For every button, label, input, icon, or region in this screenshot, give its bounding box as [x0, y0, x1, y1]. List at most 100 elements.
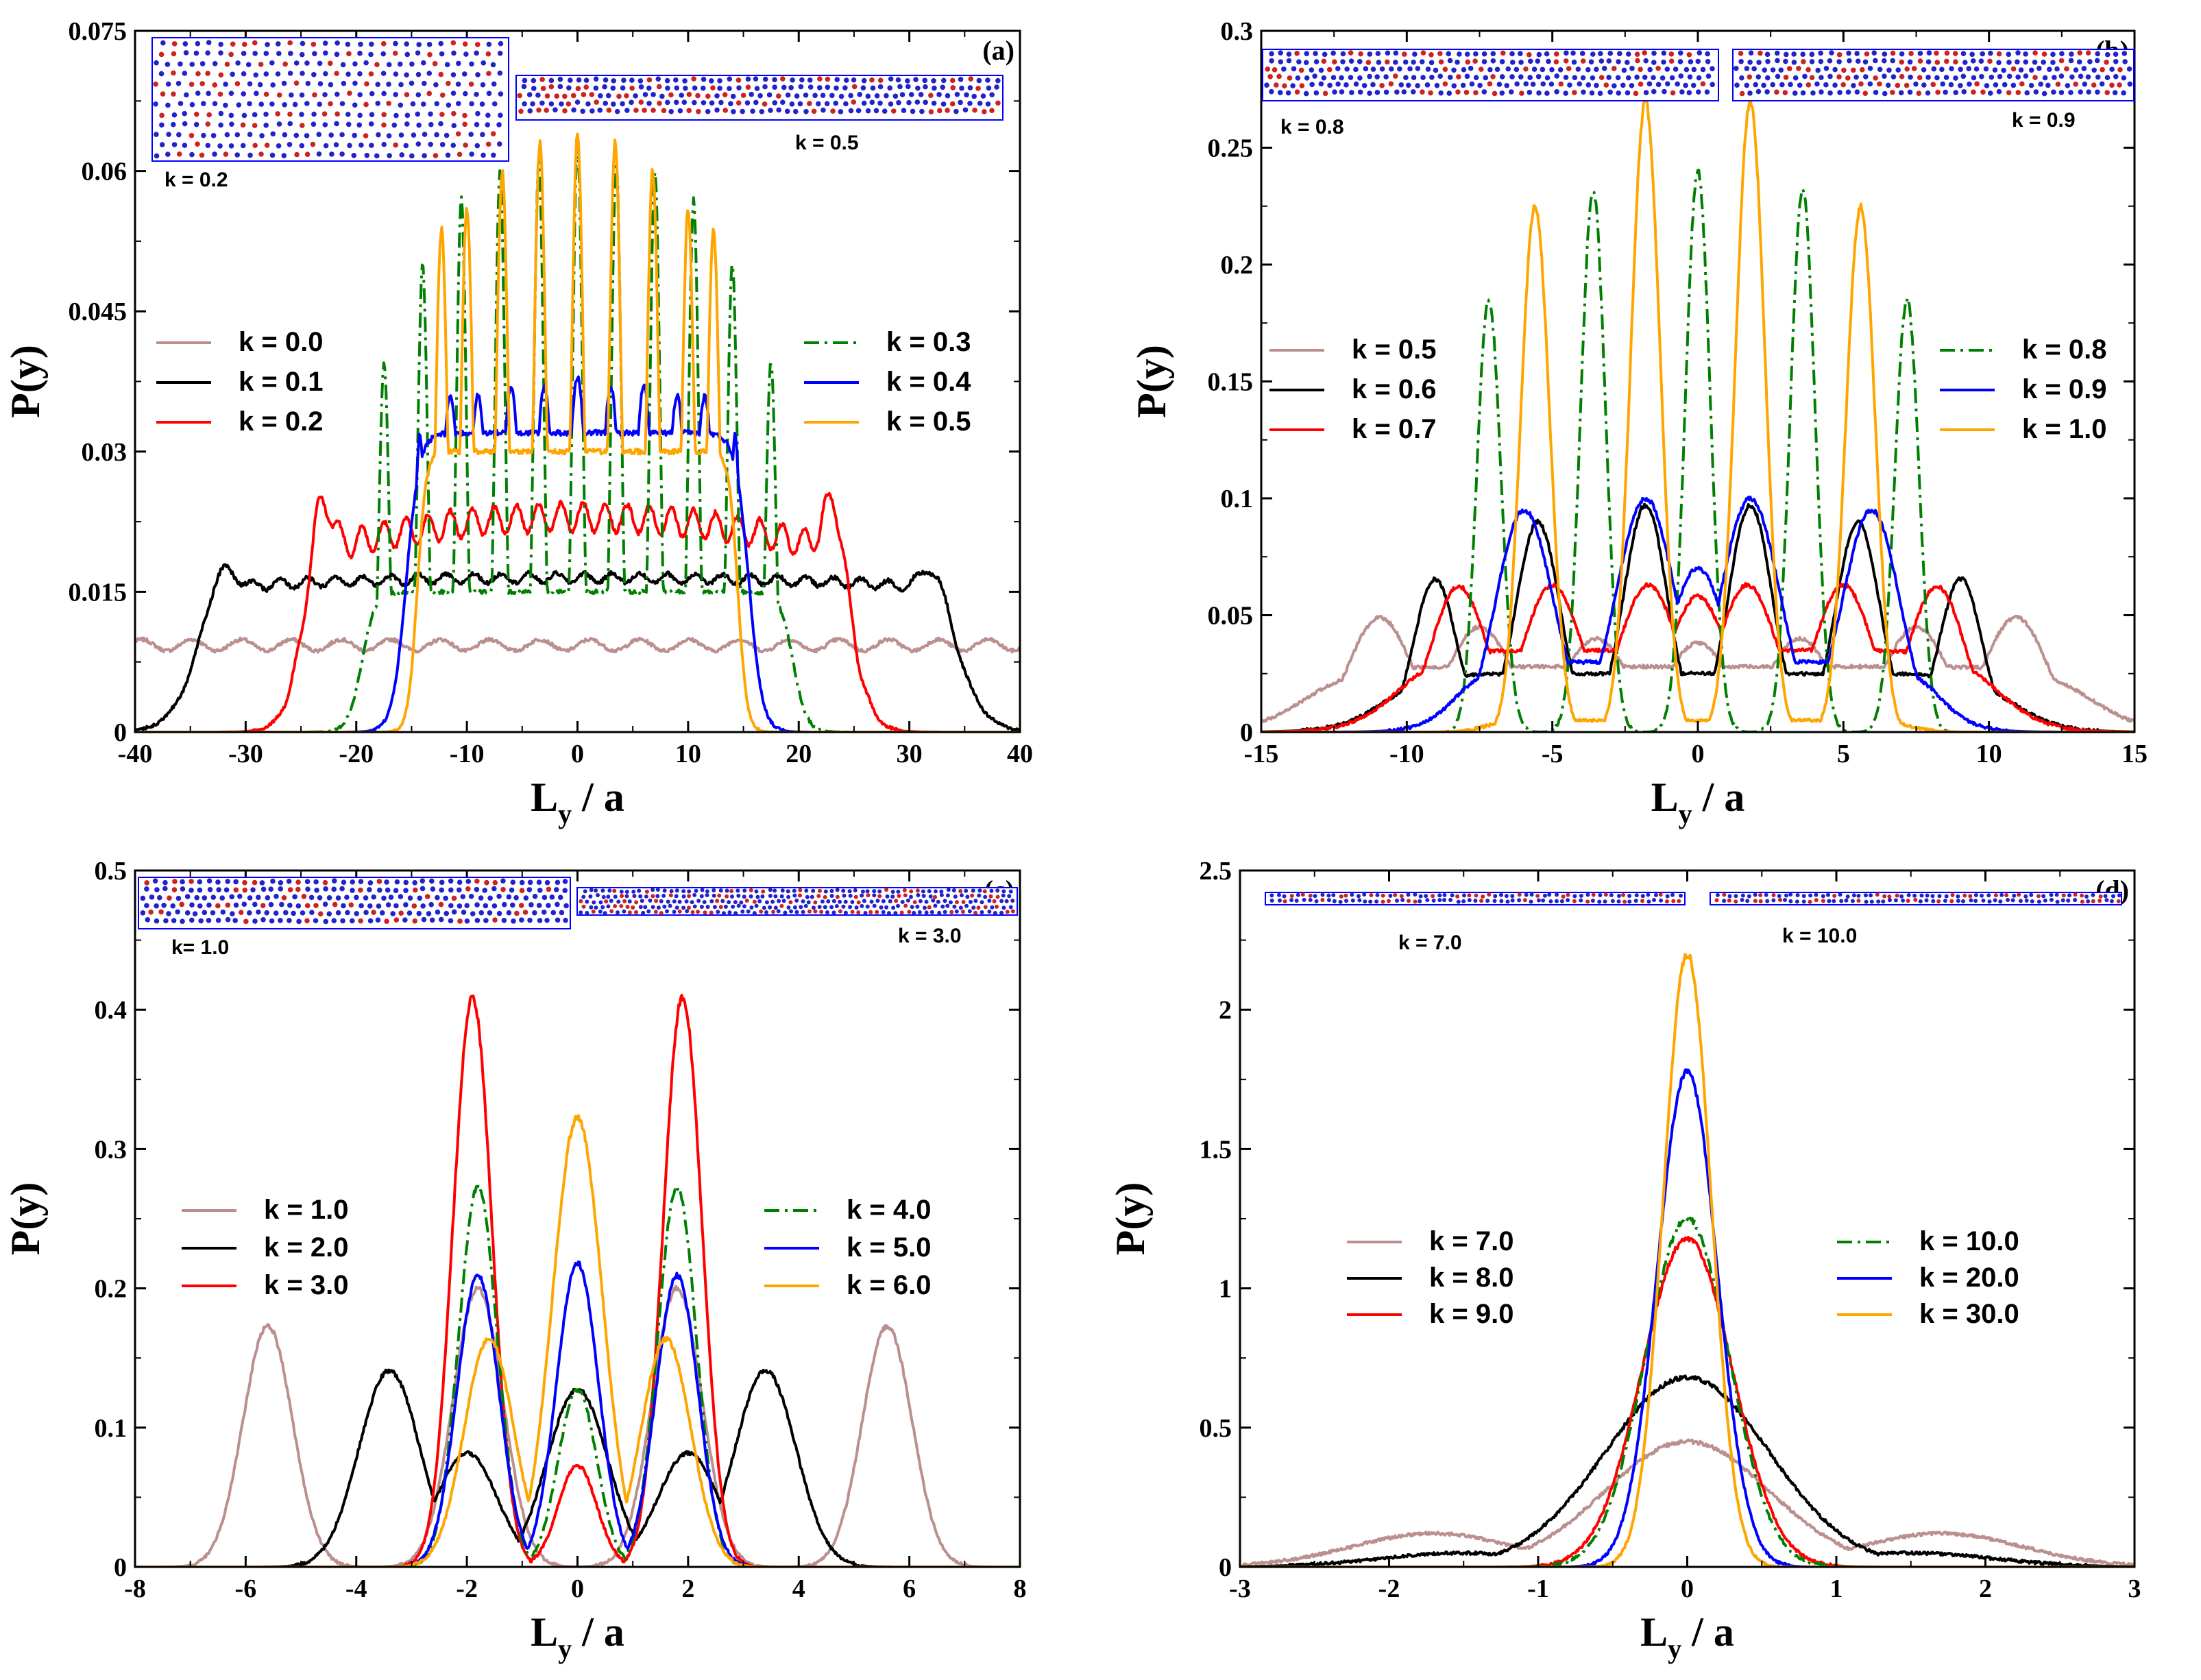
y-tick-label: 0.015: [69, 578, 127, 607]
inset-label: k = 0.8: [1280, 116, 1344, 138]
x-tick-label: -3: [1229, 1574, 1251, 1603]
x-tick-label: -2: [1378, 1574, 1400, 1603]
x-tick-label: -30: [228, 740, 263, 768]
y-tick-label: 0.2: [1221, 251, 1254, 280]
legend-label: k = 1.0: [264, 1195, 348, 1225]
y-tick-label: 0.03: [82, 438, 127, 467]
legend-label: k = 8.0: [1429, 1263, 1513, 1293]
series-line: [1261, 582, 2135, 732]
inset-label: k = 0.5: [795, 132, 859, 154]
legend-label: k = 10.0: [1919, 1226, 2019, 1256]
y-tick-label: 2: [1219, 996, 1232, 1025]
y-tick-label: 0.4: [95, 996, 127, 1025]
y-tick-label: 0.075: [69, 17, 127, 46]
x-tick-label: 5: [1837, 740, 1850, 768]
legend-label: k = 0.3: [886, 327, 971, 357]
y-tick-label: 0.1: [1221, 485, 1254, 513]
legend-label: k = 30.0: [1919, 1299, 2019, 1329]
series-line: [1240, 1217, 2135, 1567]
legend-label: k = 20.0: [1919, 1263, 2019, 1293]
x-tick-label: -10: [450, 740, 485, 768]
inset-snapshot: [576, 887, 1018, 916]
x-tick-label: 2: [1979, 1574, 1992, 1603]
series-line: [135, 563, 1020, 732]
legend-label: k = 6.0: [847, 1270, 931, 1300]
x-axis-title: Ly / a: [531, 1609, 624, 1664]
x-tick-label: -5: [1542, 740, 1564, 768]
y-tick-label: 0.15: [1208, 368, 1254, 397]
x-tick-label: 0: [1681, 1574, 1694, 1603]
x-tick-label: 10: [675, 740, 701, 768]
series-line: [135, 1114, 1020, 1567]
inset-snapshot: [1262, 49, 1719, 101]
x-tick-label: 30: [897, 740, 923, 768]
x-tick-label: 20: [786, 740, 812, 768]
series-line: [135, 993, 1020, 1567]
series-line: [135, 375, 1020, 732]
y-axis-title: P(y): [3, 345, 48, 418]
series-line: [1240, 1438, 2135, 1567]
y-tick-label: 0: [114, 1553, 127, 1582]
x-tick-label: 4: [792, 1574, 805, 1603]
series-line: [135, 491, 1020, 732]
inset-label: k = 10.0: [1782, 925, 1857, 947]
x-tick-label: 6: [903, 1574, 916, 1603]
y-tick-label: 0.05: [1208, 602, 1254, 631]
y-tick-label: 0: [1240, 718, 1253, 747]
y-tick-label: 1.5: [1200, 1135, 1232, 1164]
series-line: [1240, 1374, 2135, 1567]
y-tick-label: 0.045: [69, 297, 127, 326]
inset-label: k= 1.0: [171, 936, 229, 959]
y-tick-label: 0.2: [95, 1275, 127, 1304]
x-tick-label: 0: [571, 1574, 584, 1603]
x-axis-title: Ly / a: [1640, 1609, 1734, 1664]
legend-label: k = 0.4: [886, 367, 971, 397]
inset-snapshot: [1710, 892, 2122, 905]
panel-b: -15 -10 -5 0 5 10 15 0 0.05 0.1 0.15 0.2 0.25 0.3 Ly /…: [1129, 17, 2148, 829]
y-tick-label: 0: [1219, 1553, 1232, 1582]
legend-label: k = 3.0: [264, 1270, 348, 1300]
legend-label: k = 0.8: [2022, 334, 2106, 365]
panel-d: -3 -2 -1 0 1 2 300.511.522.5Ly / aP(y)(d)k = 7…: [1108, 857, 2141, 1664]
series-line: [135, 1368, 1020, 1567]
y-tick-label: 0.25: [1208, 134, 1254, 163]
x-tick-label: -1: [1527, 1574, 1549, 1603]
x-tick-label: -20: [339, 740, 374, 768]
x-axis-title: Ly / a: [531, 775, 624, 829]
x-tick-label: -2: [456, 1574, 478, 1603]
series-line: [1261, 502, 2135, 732]
legend-label: k = 0.2: [239, 406, 323, 437]
y-tick-label: 0.3: [95, 1135, 127, 1164]
y-tick-label: 0.5: [1200, 1414, 1232, 1443]
x-tick-label: 0: [571, 740, 584, 768]
x-tick-label: 15: [2121, 740, 2148, 768]
x-tick-label: 0: [1692, 740, 1705, 768]
x-tick-label: -6: [235, 1574, 257, 1603]
y-axis-title: P(y): [1129, 345, 1174, 418]
series-line: [1240, 1235, 2135, 1567]
series-line: [1240, 1068, 2135, 1567]
panel-label: (a): [982, 35, 1014, 66]
series-line: [1261, 614, 2135, 723]
x-tick-label: 2: [681, 1574, 694, 1603]
legend-label: k = 0.0: [239, 327, 323, 357]
y-axis-title: P(y): [1108, 1182, 1153, 1256]
y-tick-label: 0.1: [95, 1414, 127, 1443]
inset-label: k = 0.9: [2012, 109, 2076, 132]
curves: [1240, 953, 2135, 1567]
x-tick-label: 10: [1976, 740, 2002, 768]
inset-snapshot: [1265, 892, 1686, 905]
x-tick-label: -15: [1244, 740, 1279, 768]
series-line: [135, 132, 1020, 732]
inset-snapshot: [515, 75, 1004, 121]
x-tick-label: 3: [2128, 1574, 2141, 1603]
legend-label: k = 0.9: [2022, 374, 2106, 404]
inset-snapshot: [1732, 49, 2135, 101]
legend-label: k = 4.0: [847, 1195, 931, 1225]
legend-label: k = 0.7: [1352, 414, 1436, 444]
y-tick-label: 2.5: [1200, 857, 1232, 886]
y-tick-label: 0.3: [1221, 17, 1254, 46]
legend-label: k = 7.0: [1429, 1226, 1513, 1256]
legend-label: k = 0.6: [1352, 374, 1436, 404]
